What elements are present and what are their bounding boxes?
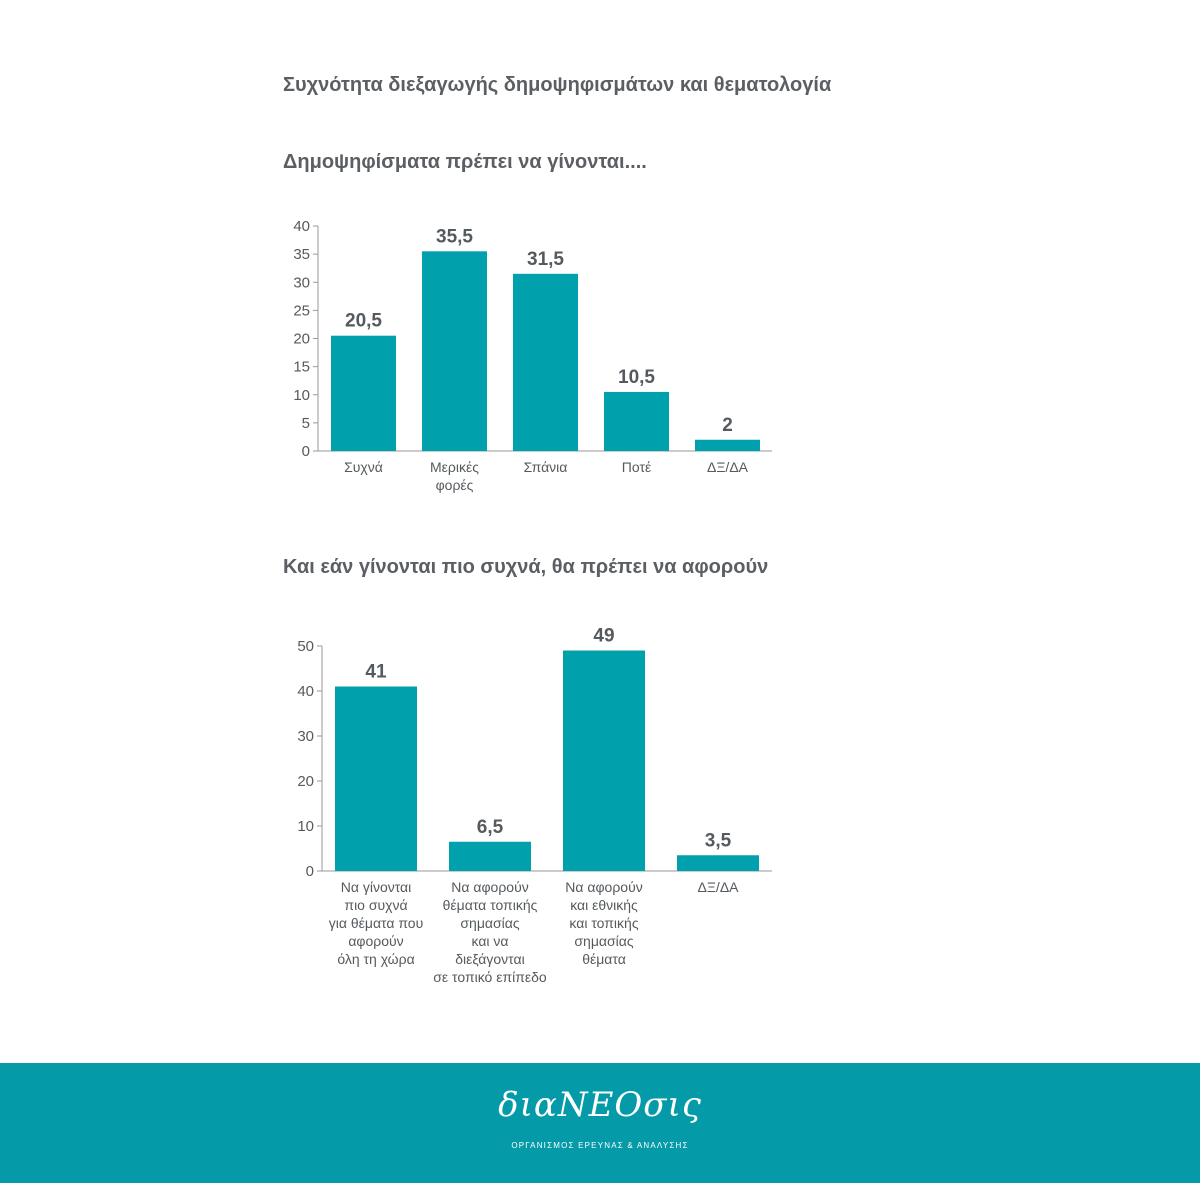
chart1-category-label: Ποτέ (622, 459, 651, 475)
chart2-topics: 0 10 20 30 40 50 41 Να γίνονται πιο συχνά για θέμ… (297, 626, 772, 985)
chart2-category-label: Να αφορούν (565, 879, 642, 895)
chart2-category-label: και να (471, 933, 508, 949)
chart1-value-label: 2 (722, 415, 733, 436)
chart2-category-label: θέματα τοπικής (443, 897, 538, 913)
chart2-category-label: και εθνικής (570, 897, 638, 913)
chart1-category-label: Μερικές (430, 459, 479, 475)
chart2-category-label: θέματα (582, 951, 626, 967)
chart2-y-tick-label: 20 (297, 773, 314, 790)
dianeosis-logo: διαΝΕΟσις (498, 1085, 702, 1125)
footer-bar: διαΝΕΟσις ΟΡΓΑΝΙΣΜΟΣ ΕΡΕΥΝΑΣ & ΑΝΑΛΥΣΗΣ (0, 1063, 1200, 1183)
chart2-y-tick-label: 30 (297, 728, 314, 745)
chart2-category-label: Να γίνονται (341, 879, 412, 895)
chart1-bar (604, 391, 669, 451)
chart2-category-label: και τοπικής (569, 915, 638, 931)
footer-tagline: ΟΡΓΑΝΙΣΜΟΣ ΕΡΕΥΝΑΣ & ΑΝΑΛΥΣΗΣ (511, 1141, 689, 1150)
chart2-value-label: 6,5 (477, 817, 504, 838)
chart2-bar (335, 686, 417, 871)
chart2-category-label: όλη τη χώρα (337, 951, 414, 967)
chart2-y-tick-label: 50 (297, 638, 314, 655)
chart2-category-label: σημασίας (460, 915, 519, 931)
chart2-category-label: ΔΞ/ΔΑ (697, 879, 739, 895)
chart2-value-label: 41 (365, 662, 387, 683)
chart2-category-label: σημασίας (574, 933, 633, 949)
chart1-title: Δημοψηφίσματα πρέπει να γίνονται.... (283, 151, 647, 173)
chart1-value-label: 10,5 (618, 367, 655, 388)
chart2-bar (563, 650, 645, 871)
chart1-value-label: 31,5 (527, 249, 564, 270)
chart2-y-tick-label: 40 (297, 683, 314, 700)
page-title: Συχνότητα διεξαγωγής δημοψηφισμάτων και … (283, 74, 832, 96)
chart2-bar (449, 841, 531, 871)
chart2-category-label: σε τοπικό επίπεδο (433, 969, 547, 985)
chart1-bar (422, 251, 487, 451)
chart1-y-tick-label: 25 (293, 302, 310, 319)
chart1-y-tick-label: 40 (293, 218, 310, 235)
chart1-category-label: ΔΞ/ΔΑ (707, 459, 749, 475)
chart1-value-label: 20,5 (345, 311, 382, 332)
chart1-y-tick-label: 20 (293, 331, 310, 348)
chart1-y-tick-label: 15 (293, 359, 310, 376)
chart2-category-label: Να αφορούν (451, 879, 528, 895)
chart1-bar (695, 439, 760, 451)
chart1-frequency: 0 5 10 15 20 25 30 35 40 20,5 Συχνά 35,5 Μερικές φορέ… (293, 218, 772, 493)
chart1-bar (513, 273, 578, 451)
chart2-title: Και εάν γίνονται πιο συχνά, θα πρέπει να… (283, 556, 769, 578)
chart2-category-label: για θέματα που (329, 915, 424, 931)
chart1-value-label: 35,5 (436, 226, 473, 247)
chart2-category-label: αφορούν (348, 933, 403, 949)
chart2-y-tick-label: 0 (306, 863, 314, 880)
chart1-y-tick-label: 0 (302, 443, 310, 460)
chart1-y-tick-label: 5 (302, 415, 310, 432)
chart1-y-tick-label: 30 (293, 274, 310, 291)
chart1-y-tick-label: 10 (293, 387, 310, 404)
chart2-value-label: 49 (593, 626, 614, 647)
chart1-bar (331, 335, 396, 451)
chart1-category-label: Συχνά (344, 459, 383, 475)
chart2-y-tick-label: 10 (297, 818, 314, 835)
chart1-category-label: φορές (436, 477, 474, 493)
chart1-category-label: Σπάνια (524, 459, 568, 475)
chart2-category-label: πιο συχνά (344, 897, 407, 913)
chart1-y-tick-label: 35 (293, 246, 310, 263)
chart2-category-label: διεξάγονται (455, 951, 524, 967)
chart2-value-label: 3,5 (705, 830, 732, 851)
chart2-bar (677, 855, 759, 871)
